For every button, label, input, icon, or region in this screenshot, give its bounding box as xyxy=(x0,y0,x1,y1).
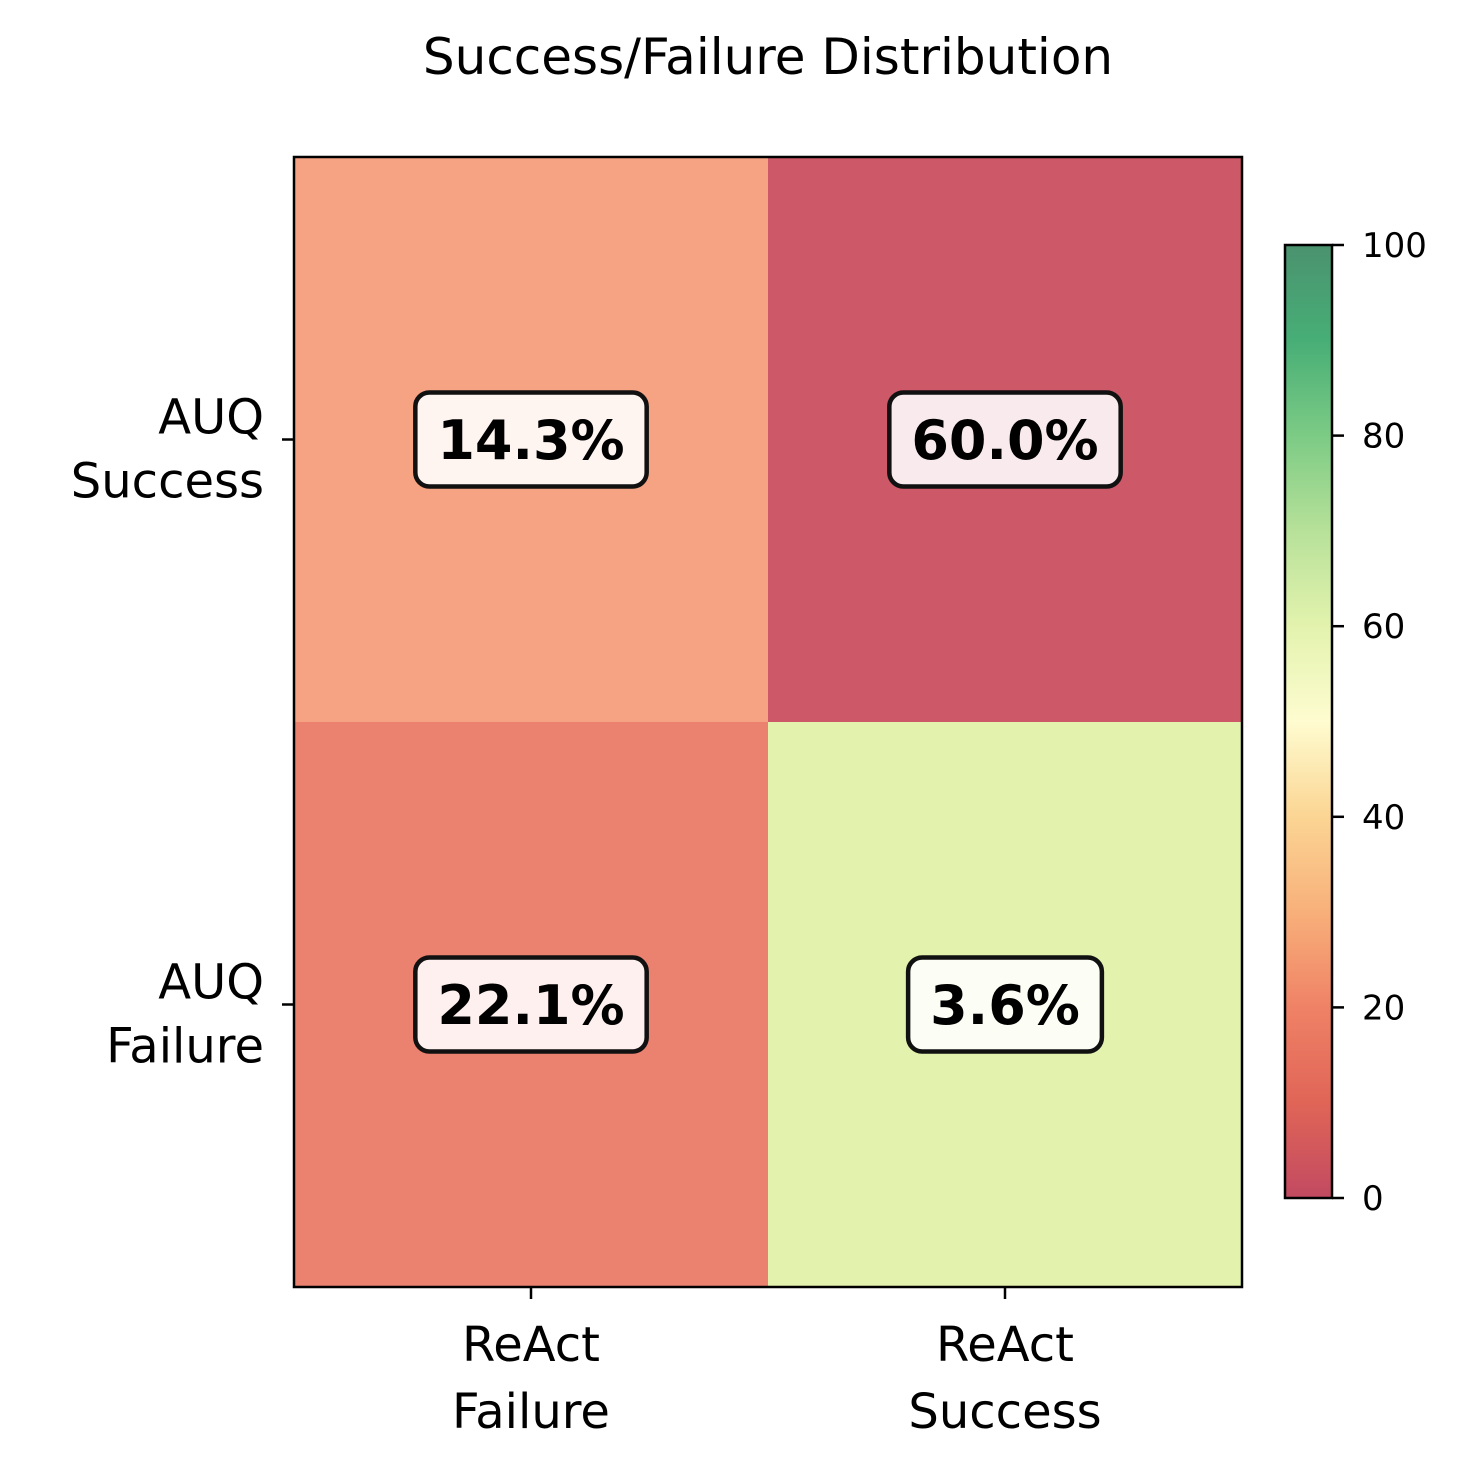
cell-label-box xyxy=(905,955,1105,1054)
colorbar xyxy=(1283,243,1334,1200)
cell-label-group: 14.3% xyxy=(413,390,649,489)
cell-label-group: 3.6% xyxy=(905,955,1105,1054)
cell-value-label: 60.0% xyxy=(911,409,1098,472)
colorbar-ticks: 0 20 40 60 80 100 xyxy=(1332,226,1427,1219)
x-axis: ReAct Failure ReAct Success xyxy=(452,1287,1102,1440)
heatmap-cell-labels: 14.3% 60.0% 22.1% 3.6% xyxy=(413,390,1123,1054)
cell-value-label: 22.1% xyxy=(437,974,624,1037)
cell-value-label: 14.3% xyxy=(437,409,624,472)
colorbar-tick-label: 80 xyxy=(1362,417,1405,457)
plot-frame xyxy=(292,155,1244,1289)
colorbar-tick-label: 100 xyxy=(1362,226,1427,266)
cell-label-box xyxy=(413,390,649,489)
cell-value-label: 3.6% xyxy=(930,974,1080,1037)
y-axis: AUQ Success AUQ Failure xyxy=(71,390,294,1075)
cell-label-box xyxy=(887,390,1123,489)
y-tick-label: AUQ Success xyxy=(71,390,264,510)
x-tick-label: ReAct Success xyxy=(908,1317,1101,1440)
colorbar-gradient xyxy=(1285,245,1332,1198)
y-tick-label: AUQ Failure xyxy=(106,955,264,1075)
chart-title: Success/Failure Distribution xyxy=(423,28,1113,86)
colorbar-frame xyxy=(1283,243,1334,1200)
colorbar-tick-label: 60 xyxy=(1362,607,1405,647)
cell-label-group: 60.0% xyxy=(887,390,1123,489)
cell-label-group: 22.1% xyxy=(413,955,649,1054)
colorbar-tick-label: 20 xyxy=(1362,988,1405,1028)
x-tick-label: ReAct Failure xyxy=(452,1317,610,1440)
colorbar-tick-label: 40 xyxy=(1362,798,1405,838)
heatmap-cells xyxy=(294,157,1243,1288)
cell-label-box xyxy=(413,955,649,1054)
colorbar-tick-label: 0 xyxy=(1362,1179,1384,1219)
